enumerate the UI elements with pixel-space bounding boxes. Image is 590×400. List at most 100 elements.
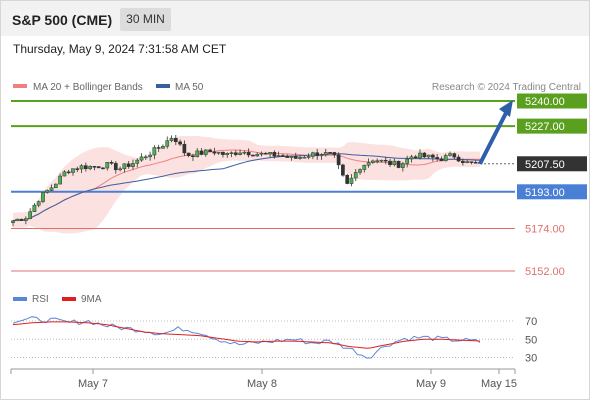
candle xyxy=(36,200,41,208)
candle xyxy=(285,154,290,158)
candle-body xyxy=(263,152,268,155)
candle xyxy=(306,153,311,160)
candle-body xyxy=(238,152,242,155)
candle xyxy=(268,152,272,158)
candle-body xyxy=(431,154,435,158)
candle xyxy=(392,158,397,167)
candle-body xyxy=(92,166,97,168)
candle xyxy=(418,149,422,160)
candle xyxy=(439,156,444,162)
chart-legend: MA 20 + Bollinger Bands MA 50 Research ©… xyxy=(13,82,581,93)
candle xyxy=(135,158,140,168)
candle-body xyxy=(41,192,45,202)
candle-body xyxy=(58,175,62,185)
candle-body xyxy=(66,171,71,174)
ma50-legend-swatch xyxy=(156,84,170,88)
candle-body xyxy=(161,146,165,149)
candle-body xyxy=(24,218,28,221)
candle-body xyxy=(19,218,24,221)
candle xyxy=(272,150,277,159)
candle-body xyxy=(169,137,174,141)
timeframe-button[interactable]: 30 MIN xyxy=(120,8,171,31)
candle xyxy=(28,208,32,220)
candle xyxy=(53,183,58,189)
rsi-legend: RSI 9MA xyxy=(13,294,102,305)
instrument-title: S&P 500 (CME) xyxy=(12,12,113,28)
candle xyxy=(126,160,131,169)
candle xyxy=(388,158,392,167)
rsi-legend-label: RSI xyxy=(32,294,49,305)
bollinger-band xyxy=(13,135,480,234)
candle xyxy=(456,154,461,162)
candle-body xyxy=(358,169,362,173)
candle-body xyxy=(461,160,465,164)
candle xyxy=(173,135,178,146)
candle-body xyxy=(131,163,135,167)
candle-body xyxy=(281,155,285,157)
candle-body xyxy=(251,154,255,157)
candle xyxy=(216,151,221,155)
candle xyxy=(92,165,97,171)
candle xyxy=(435,153,440,162)
candle-body xyxy=(413,156,418,159)
candle-body xyxy=(353,172,358,179)
candle xyxy=(371,159,375,164)
candle-body xyxy=(233,152,238,155)
candle-body xyxy=(396,160,401,168)
candle xyxy=(165,136,170,149)
candle-body xyxy=(152,147,157,156)
candle-body xyxy=(456,156,461,162)
candle-body xyxy=(268,152,272,155)
level-tag-bg xyxy=(517,118,587,134)
candle xyxy=(118,166,122,172)
x-axis-label: May 9 xyxy=(416,378,446,390)
candle xyxy=(349,174,354,187)
candle xyxy=(11,219,15,227)
candle xyxy=(242,150,247,155)
candle xyxy=(246,148,251,158)
candle-body xyxy=(96,166,101,169)
candle xyxy=(41,192,45,204)
candle xyxy=(401,161,405,172)
candle-body xyxy=(371,160,375,163)
candle xyxy=(225,152,230,158)
ma50-legend-label: MA 50 xyxy=(175,82,204,93)
candle xyxy=(75,166,80,173)
candle-body xyxy=(298,157,302,159)
candle-body xyxy=(11,220,15,224)
rsi-ma-legend-swatch xyxy=(62,297,76,301)
candle-body xyxy=(289,156,294,158)
candle xyxy=(298,155,302,160)
candle-body xyxy=(28,211,32,219)
candle xyxy=(469,161,474,165)
candle xyxy=(19,218,24,221)
candle-body xyxy=(105,162,110,169)
candle xyxy=(396,160,401,169)
level-tag-label: 5193.00 xyxy=(525,187,565,199)
candle-body xyxy=(148,154,152,158)
candle xyxy=(323,148,328,157)
candle xyxy=(32,203,37,213)
candle xyxy=(58,173,62,185)
candle-body xyxy=(113,163,118,171)
candle xyxy=(79,164,84,173)
candle xyxy=(448,151,452,157)
candle-body xyxy=(469,161,474,163)
candle xyxy=(221,151,225,158)
candle-body xyxy=(405,158,410,164)
candle xyxy=(345,173,350,185)
candle xyxy=(251,154,255,157)
candle xyxy=(413,154,418,159)
candle xyxy=(199,148,204,156)
rsi-tick-label: 50 xyxy=(525,334,537,346)
candle xyxy=(422,151,427,158)
candle xyxy=(465,159,469,164)
candle-body xyxy=(401,163,405,168)
candle-body xyxy=(15,218,20,222)
candle xyxy=(122,163,127,173)
candle-body xyxy=(311,152,315,157)
candle xyxy=(336,152,341,170)
candle xyxy=(379,159,384,163)
candle-body xyxy=(319,154,324,157)
candle xyxy=(281,153,285,157)
